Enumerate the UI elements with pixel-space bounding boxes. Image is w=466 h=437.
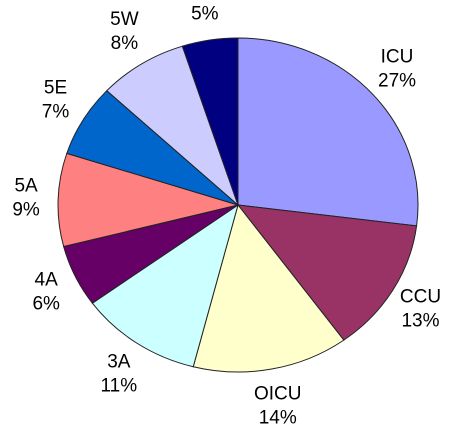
slice-label: 5A [14,176,38,197]
slice-label: 3A [107,352,131,373]
slice-value-label: 5% [191,4,219,25]
slice-label: CCU [400,286,441,307]
slice-label: 4A [35,269,59,290]
slice-value-label: 14% [259,407,297,428]
slice-label: 5W [110,9,139,30]
slice-value-label: 7% [42,102,70,123]
slice-label: ICU [381,46,414,67]
pie-slice [192,203,345,373]
pie-slice [236,204,418,341]
slice-label: 5E [44,78,67,99]
slice-value-label: 13% [401,310,439,331]
pie-slice [237,37,419,227]
slice-value-label: 9% [12,200,40,221]
slice-value-label: 6% [32,293,60,314]
slice-label: OICU [254,383,302,404]
slice-value-label: 11% [101,376,138,397]
slice-value-label: 8% [111,33,139,54]
pie-slice [181,37,239,206]
slice-value-label: 27% [378,70,416,91]
pie-slice [91,203,239,368]
pie-slice [57,152,240,248]
slice-label: CVT [186,0,224,1]
pie-slice [106,45,240,207]
